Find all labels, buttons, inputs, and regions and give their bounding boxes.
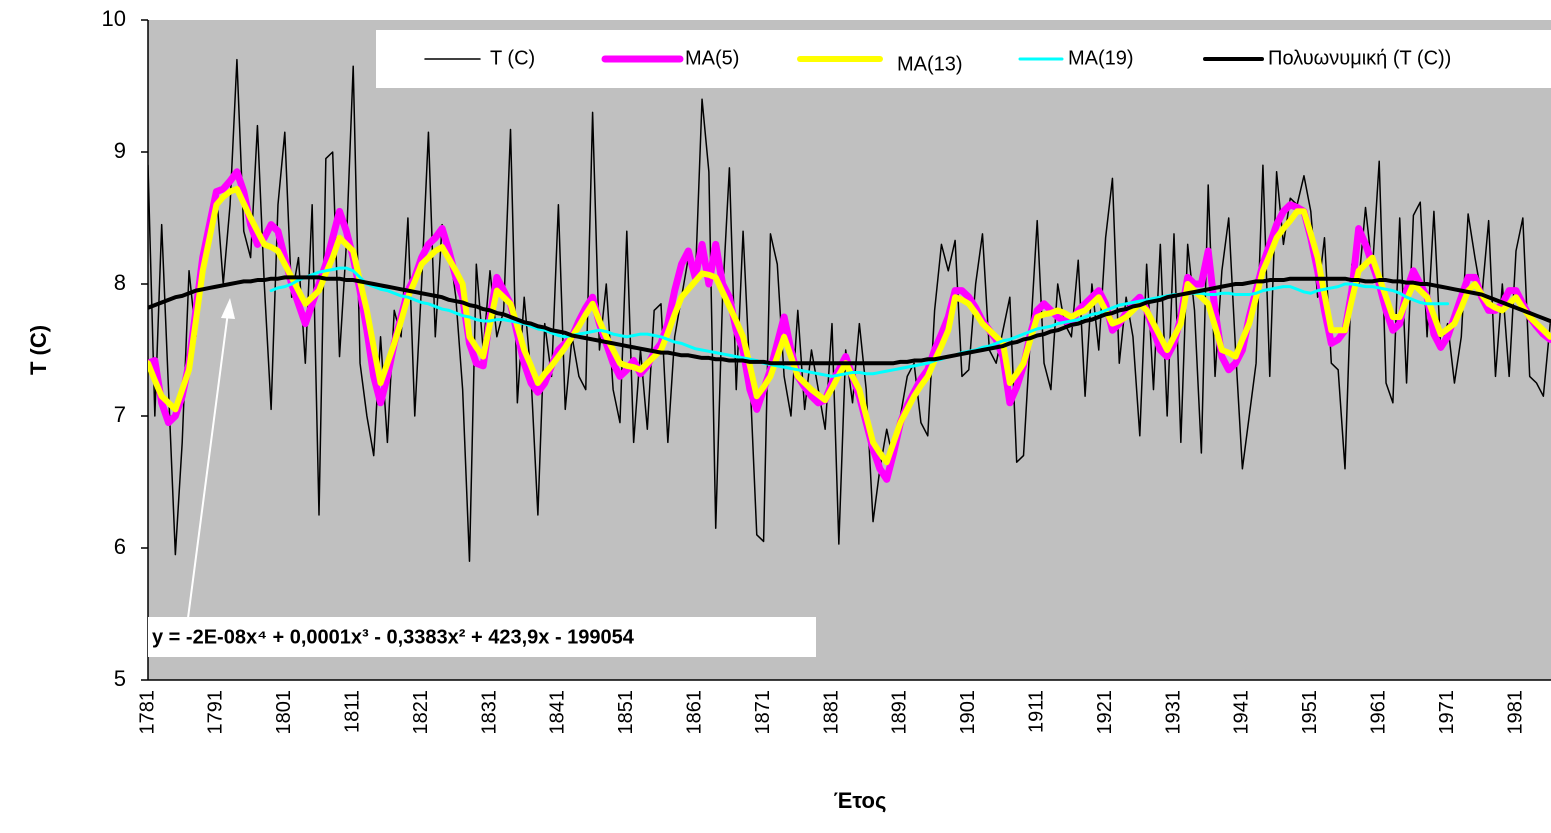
y-tick-label: 10: [102, 6, 126, 31]
x-tick-label: 1911: [1025, 690, 1047, 733]
annotation-box: [148, 617, 816, 657]
x-tick-label: 1931: [1162, 690, 1184, 735]
x-tick-label: 1791: [205, 690, 227, 735]
y-tick-label: 6: [114, 534, 126, 559]
annotation: y = -2E-08x⁴ + 0,0001x³ - 0,3383x² + 423…: [152, 626, 635, 648]
plot-area: [148, 20, 1551, 680]
y-tick-label: 5: [114, 666, 126, 691]
x-tick-label: 1801: [273, 690, 295, 735]
x-tick-label: 1891: [889, 690, 911, 735]
x-tick-label: 1841: [547, 690, 569, 735]
annotation-arrow: [187, 311, 229, 619]
x-tick-label: 1921: [1094, 690, 1116, 735]
series-line: [148, 275, 1551, 366]
y-tick-label: 9: [114, 138, 126, 163]
x-tick-label: 1941: [1231, 690, 1253, 735]
legend-box: [376, 30, 1551, 88]
x-tick-label: 1881: [820, 690, 842, 735]
legend-label: MA(19): [1068, 47, 1134, 69]
x-tick-label: 1831: [478, 690, 500, 735]
x-tick-label: 1961: [1367, 690, 1389, 735]
x-axis-label: Έτος: [834, 788, 887, 813]
series-line: [269, 266, 1450, 378]
x-tick-label: 1851: [615, 690, 637, 735]
x-tick-label: 1981: [1504, 690, 1526, 735]
y-tick-label: 8: [114, 270, 126, 295]
x-tick-label: 1951: [1299, 690, 1321, 735]
legend-label: T (C): [490, 47, 535, 69]
y-tick-label: 7: [114, 402, 126, 427]
x-tick-label: 1901: [957, 690, 979, 735]
series-line: [148, 185, 1551, 466]
legend-label: MA(5): [685, 47, 739, 69]
legend-label: MA(13): [897, 53, 963, 75]
series-group: [148, 58, 1551, 562]
x-tick-label: 1971: [1436, 690, 1458, 735]
y-axis-label: T (C): [26, 325, 51, 375]
legend-label: Πολυωνυμική (T (C)): [1268, 47, 1451, 69]
x-tick-label: 1811: [341, 690, 363, 733]
x-tick-label: 1821: [410, 690, 432, 735]
x-tick-label: 1781: [136, 690, 158, 735]
x-tick-label: 1861: [683, 690, 705, 735]
x-tick-label: 1871: [752, 690, 774, 735]
annotation-arrowhead: [221, 298, 235, 319]
legend: T (C) MA(5) MA(13) MA(19) Πολυωνυμική (T (C)…: [376, 30, 1551, 88]
